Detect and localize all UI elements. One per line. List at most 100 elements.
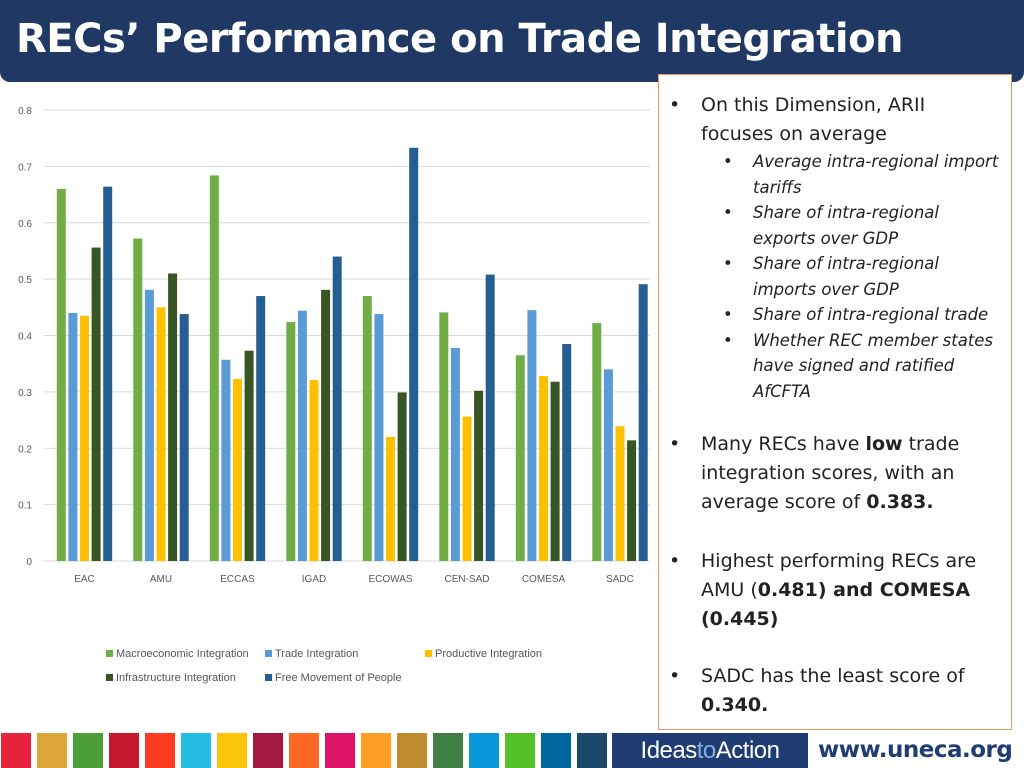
sub-bullet-dot-icon: • xyxy=(723,330,733,350)
bar xyxy=(638,284,648,561)
bar xyxy=(539,376,548,561)
sdg-color-block xyxy=(433,733,463,768)
legend-swatch xyxy=(106,650,113,657)
bar xyxy=(80,315,89,561)
bullet-low-scores: • Many RECs have low trade integration s… xyxy=(669,430,1003,517)
legend-swatch xyxy=(425,650,432,657)
bar xyxy=(233,378,242,561)
website-url: www.uneca.org xyxy=(818,737,1013,763)
y-tick-label: 0.1 xyxy=(18,501,32,512)
sub-bullet-dot-icon: • xyxy=(723,254,733,273)
bar xyxy=(256,296,266,561)
x-tick-label: ECCAS xyxy=(220,574,255,585)
bar xyxy=(603,369,613,561)
sdg-color-block xyxy=(469,733,499,768)
bar xyxy=(56,188,66,562)
bullet-dot-icon: • xyxy=(669,550,681,572)
y-tick-label: 0.3 xyxy=(18,388,32,399)
sub-bullet-dot-icon: • xyxy=(723,203,733,222)
sdg-color-block xyxy=(361,733,391,768)
ideas-to-action-logo: IdeastoAction xyxy=(612,733,808,768)
bar xyxy=(221,359,231,561)
bar xyxy=(409,147,419,562)
indicator-item: • Share of intra-regional trade xyxy=(669,302,1003,328)
bar xyxy=(550,381,560,561)
bar xyxy=(144,289,154,561)
y-tick-label: 0.2 xyxy=(18,444,32,455)
legend-swatch xyxy=(106,674,113,681)
sdg-color-block xyxy=(505,733,535,768)
bar xyxy=(374,314,384,561)
sdg-color-block xyxy=(253,733,283,768)
y-tick-label: 0 xyxy=(26,557,32,568)
chart-legend: Macroeconomic Integration Trade Integrati… xyxy=(106,648,606,696)
bar xyxy=(332,256,342,561)
bullet-dot-icon: • xyxy=(669,94,681,116)
bar xyxy=(462,416,472,561)
bar xyxy=(68,312,78,561)
indicator-list: • Average intra-regional import tariffs • S… xyxy=(669,149,1003,404)
bar xyxy=(309,380,319,561)
indicator-item: • Whether REC member states have signed a… xyxy=(669,328,1003,405)
x-tick-label: EAC xyxy=(74,574,95,585)
bar xyxy=(244,350,254,561)
bar xyxy=(450,347,460,561)
info-box: • On this Dimension, ARII focuses on ave… xyxy=(658,74,1012,730)
x-tick-label: IGAD xyxy=(302,574,326,585)
legend-swatch xyxy=(265,674,272,681)
x-tick-label: CEN-SAD xyxy=(444,574,489,585)
bar xyxy=(397,392,407,561)
bullet-highest-performing: • Highest performing RECs are AMU (0.481… xyxy=(669,547,1003,634)
bar xyxy=(286,321,296,561)
bar xyxy=(485,274,495,561)
bar xyxy=(321,289,331,561)
y-tick-label: 0.7 xyxy=(18,162,32,173)
bullet-least-score: • SADC has the least score of 0.340. xyxy=(669,662,1003,720)
x-tick-label: SADC xyxy=(606,574,634,585)
sub-bullet-dot-icon: • xyxy=(723,305,733,324)
bar xyxy=(156,307,166,561)
sdg-color-block xyxy=(181,733,211,768)
footer-brand: IdeastoAction www.uneca.org xyxy=(612,733,1024,768)
bar xyxy=(297,310,307,561)
bullet-dot-icon: • xyxy=(669,433,681,455)
indicator-item: • Share of intra-regional exports over GD… xyxy=(669,200,1003,251)
sdg-color-block xyxy=(577,733,607,768)
bar-chart: 0 0.1 0.2 0.3 0.4 0.5 0.6 0.7 0.8 EAC AMU ECCAS IGAD… xyxy=(18,106,650,585)
legend-item: Macroeconomic Integration xyxy=(106,648,249,660)
bar xyxy=(615,426,625,561)
sub-bullet-dot-icon: • xyxy=(723,152,733,171)
bar xyxy=(474,390,484,561)
indicator-item: • Share of intra-regional imports over GD… xyxy=(669,251,1003,302)
sdg-color-block xyxy=(325,733,355,768)
title-bar: RECs’ Performance on Trade Integration xyxy=(0,0,1024,82)
sdg-color-block xyxy=(109,733,139,768)
y-tick-label: 0.8 xyxy=(18,106,32,117)
bar xyxy=(592,323,602,561)
y-tick-label: 0.4 xyxy=(18,332,32,343)
x-tick-label: AMU xyxy=(150,574,172,585)
sdg-color-block xyxy=(217,733,247,768)
bar xyxy=(91,247,101,561)
indicator-item: • Average intra-regional import tariffs xyxy=(669,149,1003,200)
sdg-color-block xyxy=(145,733,175,768)
bar xyxy=(439,312,449,561)
x-tick-label: COMESA xyxy=(522,574,566,585)
sdg-color-block xyxy=(289,733,319,768)
y-tick-label: 0.5 xyxy=(18,275,32,286)
bar xyxy=(386,436,395,561)
sdg-color-block xyxy=(37,733,67,768)
legend-swatch xyxy=(265,650,272,657)
bar xyxy=(362,296,372,561)
sdg-color-block xyxy=(73,733,103,768)
page-title: RECs’ Performance on Trade Integration xyxy=(16,16,904,62)
bar xyxy=(627,440,637,561)
bar xyxy=(527,310,537,561)
legend-item: Trade Integration xyxy=(265,648,358,660)
legend-item: Productive Integration xyxy=(425,648,542,660)
bullet-dimension-focus: • On this Dimension, ARII focuses on ave… xyxy=(669,91,1003,404)
sdg-color-block xyxy=(1,733,31,768)
bar xyxy=(209,175,219,561)
sdg-color-block xyxy=(541,733,571,768)
bar xyxy=(103,186,113,562)
